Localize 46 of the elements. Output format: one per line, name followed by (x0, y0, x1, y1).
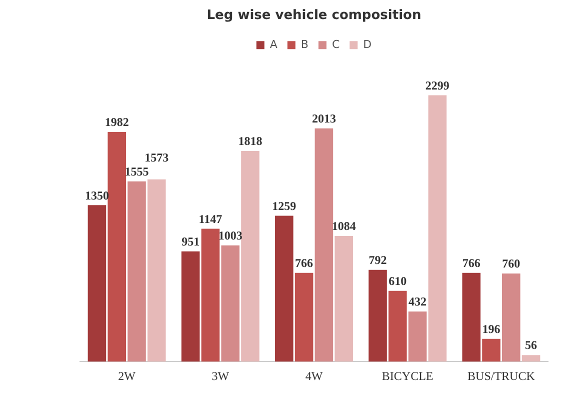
chart-title: Leg wise vehicle composition (206, 8, 422, 24)
data-label: 1573 (144, 150, 169, 165)
data-label: 951 (182, 234, 200, 249)
x-tick-label: BICYCLE (382, 368, 434, 383)
x-tick-label: 2W (118, 368, 136, 383)
x-tick-label: BUS/TRUCK (468, 368, 536, 383)
bar (428, 95, 447, 362)
data-label: 2013 (312, 111, 336, 126)
bar (388, 290, 407, 362)
bar (408, 312, 427, 362)
legend-label: A (270, 38, 278, 51)
bar (88, 205, 106, 362)
bar (294, 272, 314, 362)
bar (314, 128, 334, 362)
legend-label: D (363, 38, 372, 51)
data-label: 432 (408, 294, 427, 309)
x-tick-label: 3W (212, 368, 230, 383)
bar (201, 228, 220, 362)
bar (241, 150, 260, 362)
bar (368, 270, 387, 362)
data-label: 1259 (272, 198, 296, 213)
bar (275, 216, 294, 362)
bar (462, 272, 481, 362)
data-label: 56 (525, 338, 538, 352)
x-tick-label: 4W (305, 368, 324, 383)
bar (221, 245, 240, 362)
bar (502, 274, 520, 362)
data-label: 760 (502, 256, 520, 271)
bar (181, 251, 200, 362)
data-label: 766 (295, 256, 314, 270)
data-label: 610 (388, 274, 407, 288)
bar (147, 179, 166, 362)
bar (482, 338, 500, 362)
bar (334, 236, 353, 362)
bar (522, 355, 540, 362)
data-label: 1147 (198, 212, 222, 226)
bar (128, 181, 146, 362)
data-label: 2299 (425, 78, 450, 92)
legend-label: C (332, 38, 340, 51)
data-label: 196 (482, 322, 500, 336)
data-label: 1818 (238, 134, 262, 148)
legend-label: B (300, 38, 308, 51)
bar (108, 132, 126, 362)
data-label: 1982 (104, 115, 129, 130)
data-label: 792 (368, 252, 387, 267)
data-label: 766 (462, 256, 480, 270)
